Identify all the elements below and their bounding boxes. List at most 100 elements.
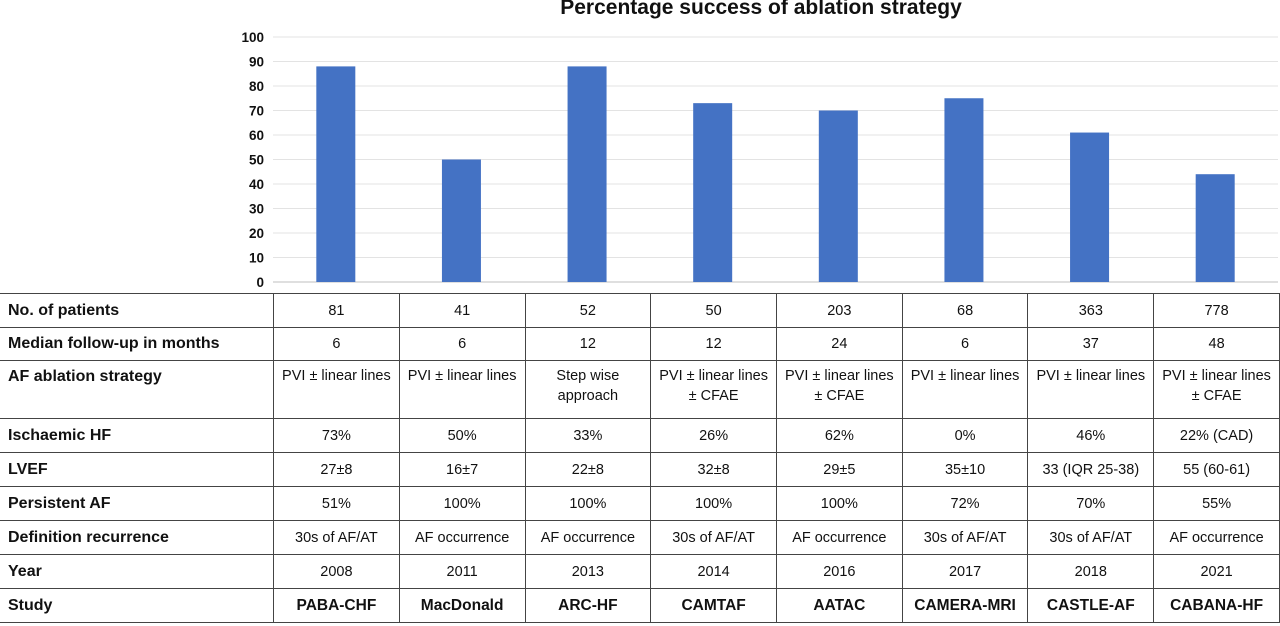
row-label: Study — [0, 588, 275, 623]
table-cell: 100% — [398, 486, 526, 521]
table-cell: PVI ± linear lines ± CFAE — [1153, 360, 1280, 419]
table-cell: AF occurrence — [524, 520, 652, 555]
table-cell: 72% — [901, 486, 1029, 521]
table-cell: 22±8 — [524, 452, 652, 487]
bar-macdonald — [441, 159, 481, 282]
table-cell: 100% — [775, 486, 903, 521]
y-tick-label: 70 — [249, 104, 264, 119]
table-cell: 81 — [273, 293, 400, 328]
table-cell: 26% — [650, 418, 777, 453]
table-cell: AF occurrence — [1153, 520, 1280, 555]
table-cell: 2017 — [901, 554, 1029, 589]
table-cell: 24 — [775, 327, 903, 361]
table-cell: PVI ± linear lines — [273, 360, 400, 419]
bar-paba-chf — [316, 66, 356, 283]
row-label: Year — [0, 554, 275, 589]
row-label: Ischaemic HF — [0, 418, 275, 453]
table-cell: ARC-HF — [524, 588, 652, 623]
table-cell: 50% — [398, 418, 526, 453]
table-cell: PVI ± linear lines — [1027, 360, 1155, 419]
table-row-recurrence: Definition recurrence 30s of AF/AT AF occu… — [0, 520, 1280, 555]
table-row-patients: No. of patients 81 41 52 50 203 68 363 778 — [0, 293, 1280, 328]
table-row-ischaemic-hf: Ischaemic HF 73% 50% 33% 26% 62% 0% 46% 22% (CAD… — [0, 418, 1280, 453]
table-cell: AF occurrence — [775, 520, 903, 555]
table-cell: 2016 — [775, 554, 903, 589]
table-cell: 12 — [524, 327, 652, 361]
table-cell: 30s of AF/AT — [901, 520, 1029, 555]
table-cell: 22% (CAD) — [1153, 418, 1280, 453]
table-cell: 37 — [1027, 327, 1155, 361]
table-cell: 2013 — [524, 554, 652, 589]
table-cell: 2021 — [1153, 554, 1280, 589]
table-cell: 68 — [901, 293, 1029, 328]
bar-camtaf — [693, 103, 733, 283]
y-tick-label: 20 — [249, 226, 264, 241]
table-cell: CAMERA-MRI — [901, 588, 1029, 623]
y-tick-label: 50 — [249, 153, 264, 168]
table-cell: 0% — [901, 418, 1029, 453]
row-label: LVEF — [0, 452, 275, 487]
y-tick-label: 60 — [249, 128, 264, 143]
table-cell: 62% — [775, 418, 903, 453]
table-cell: 50 — [650, 293, 777, 328]
bar-castle-af — [1070, 132, 1110, 282]
table-cell: 2018 — [1027, 554, 1155, 589]
table-cell: 203 — [775, 293, 903, 328]
table-cell: 778 — [1153, 293, 1280, 328]
table-cell: Step wise approach — [524, 360, 652, 419]
table-cell: 2008 — [273, 554, 400, 589]
table-row-persistent-af: Persistent AF 51% 100% 100% 100% 100% 72% 70% 55… — [0, 486, 1280, 521]
table-cell: 55% — [1153, 486, 1280, 521]
table-row-follow-up: Median follow-up in months 6 6 12 12 24 6 37 48 — [0, 327, 1280, 361]
table-cell: 2014 — [650, 554, 777, 589]
table-cell: 51% — [273, 486, 400, 521]
table-cell: AF occurrence — [398, 520, 526, 555]
table-cell: 30s of AF/AT — [1027, 520, 1155, 555]
table-cell: 6 — [398, 327, 526, 361]
table-cell: CABANA-HF — [1153, 588, 1280, 623]
table-cell: 73% — [273, 418, 400, 453]
table-cell: 33 (IQR 25-38) — [1027, 452, 1155, 487]
table-cell: AATAC — [775, 588, 903, 623]
row-label: AF ablation strategy — [0, 360, 275, 419]
table-cell: 41 — [398, 293, 526, 328]
bar-aatac — [818, 110, 858, 282]
table-cell: 30s of AF/AT — [650, 520, 777, 555]
gridlines — [273, 36, 1278, 283]
bar-chart: 0 10 20 30 40 50 60 70 80 90 100 — [241, 30, 1278, 290]
y-tick-label: 40 — [249, 177, 264, 192]
table-row-strategy: AF ablation strategy PVI ± linear lines PV… — [0, 360, 1280, 419]
y-tick-label: 0 — [256, 275, 264, 290]
table-cell: 30s of AF/AT — [273, 520, 400, 555]
study-data-table: No. of patients 81 41 52 50 203 68 363 778 Median… — [0, 293, 1280, 623]
table-cell: 100% — [650, 486, 777, 521]
table-cell: 46% — [1027, 418, 1155, 453]
table-cell: PVI ± linear lines ± CFAE — [650, 360, 777, 419]
table-cell: CASTLE-AF — [1027, 588, 1155, 623]
table-cell: 12 — [650, 327, 777, 361]
table-cell: 48 — [1153, 327, 1280, 361]
table-cell: PABA-CHF — [273, 588, 400, 623]
table-cell: 32±8 — [650, 452, 777, 487]
chart-title: Percentage success of ablation strategy — [560, 0, 962, 19]
y-tick-label: 90 — [249, 55, 264, 70]
row-label: Definition recurrence — [0, 520, 275, 555]
y-axis-ticks: 0 10 20 30 40 50 60 70 80 90 100 — [241, 30, 264, 290]
table-cell: PVI ± linear lines ± CFAE — [775, 360, 903, 419]
table-row-study: Study PABA-CHF MacDonald ARC-HF CAMTAF AATAC C… — [0, 588, 1280, 623]
table-cell: PVI ± linear lines — [901, 360, 1029, 419]
bars — [316, 66, 1235, 283]
table-cell: 2011 — [398, 554, 526, 589]
table-cell: PVI ± linear lines — [398, 360, 526, 419]
table-row-year: Year 2008 2011 2013 2014 2016 2017 2018 2021 — [0, 554, 1280, 589]
table-cell: MacDonald — [398, 588, 526, 623]
row-label: Persistent AF — [0, 486, 275, 521]
y-tick-label: 10 — [249, 251, 264, 266]
row-label: No. of patients — [0, 293, 275, 328]
table-cell: 55 (60-61) — [1153, 452, 1280, 487]
table-cell: 70% — [1027, 486, 1155, 521]
table-cell: CAMTAF — [650, 588, 777, 623]
y-tick-label: 100 — [241, 30, 264, 45]
row-label: Median follow-up in months — [0, 327, 275, 361]
bar-camera-mri — [944, 98, 984, 282]
